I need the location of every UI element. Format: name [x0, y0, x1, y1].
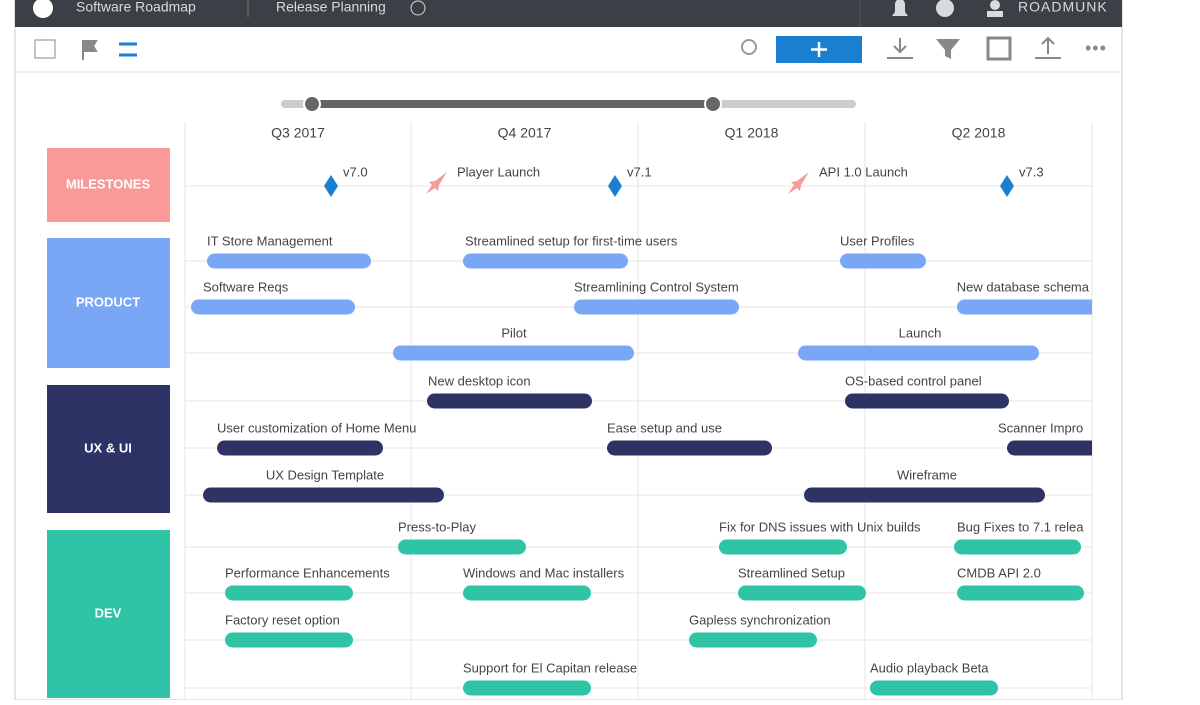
quarter-label: Q4 2017 [498, 125, 552, 141]
app-title[interactable]: Software Roadmap [76, 0, 196, 15]
roadmap-bar[interactable] [719, 539, 847, 555]
milestone-label: v7.0 [343, 164, 368, 179]
range-handle[interactable] [303, 95, 321, 113]
help-icon[interactable] [936, 0, 954, 17]
roadmap-bar[interactable] [845, 393, 1009, 409]
lane-header [47, 148, 170, 222]
quarter-label: Q3 2017 [271, 125, 325, 141]
view-dropdown[interactable] [410, 0, 426, 16]
lane-header [47, 385, 170, 513]
bar-label: Scanner Impro [998, 420, 1083, 435]
milestone-label: API 1.0 Launch [819, 164, 908, 179]
roadmap-bar[interactable] [689, 632, 817, 648]
roadmap-bar[interactable] [217, 440, 383, 456]
download-icon[interactable] [887, 38, 913, 59]
milestone-diamond [1000, 175, 1014, 197]
roadmap-bar[interactable] [191, 299, 355, 315]
bar-label: Audio playback Beta [870, 660, 989, 675]
quarter-label: Q2 2018 [952, 125, 1006, 141]
roadmap-bar[interactable] [463, 253, 628, 269]
bar-label: OS-based control panel [845, 373, 982, 388]
milestone-label: Player Launch [457, 164, 540, 179]
lane-label: DEV [95, 605, 122, 620]
bar-label: Ease setup and use [607, 420, 722, 435]
bar-label: Streamlined setup for first-time users [465, 233, 678, 248]
layout-icon[interactable] [986, 36, 1012, 61]
bar-label: Windows and Mac installers [463, 565, 625, 580]
search-icon[interactable] [741, 39, 757, 55]
user-name[interactable]: ROADMUNK [1018, 0, 1108, 15]
logo [33, 0, 53, 18]
milestone-label: v7.1 [627, 164, 652, 179]
roadmap-bar[interactable] [427, 393, 592, 409]
bar-label: Software Reqs [203, 279, 289, 294]
bar-label: Launch [899, 325, 942, 340]
milestone-rocket [426, 172, 447, 194]
more-icon[interactable]: ••• [1085, 38, 1107, 58]
bar-label: CMDB API 2.0 [957, 565, 1041, 580]
roadmap-bar[interactable] [225, 585, 353, 601]
bar-label: Wireframe [897, 467, 957, 482]
roadmap-bar[interactable] [225, 632, 353, 648]
bar-label: New database schema [957, 279, 1090, 294]
roadmap-bar[interactable] [1007, 440, 1100, 456]
roadmap-bar[interactable] [798, 345, 1039, 361]
bar-label: User Profiles [840, 233, 915, 248]
table-view-icon[interactable] [34, 39, 56, 59]
roadmap-bar[interactable] [954, 539, 1081, 555]
roadmap-bar[interactable] [463, 585, 591, 601]
bar-label: Streamlining Control System [574, 279, 739, 294]
roadmap-bar[interactable] [738, 585, 866, 601]
roadmap-bar[interactable] [207, 253, 371, 269]
bar-label: Factory reset option [225, 612, 340, 627]
milestone-diamond [324, 175, 338, 197]
range-handle[interactable] [704, 95, 722, 113]
notifications-icon[interactable] [892, 0, 908, 16]
lane-header [47, 530, 170, 698]
bar-label: New desktop icon [428, 373, 531, 388]
bar-label: Streamlined Setup [738, 565, 845, 580]
roadmap-bar[interactable] [870, 680, 998, 696]
milestone-rocket [788, 172, 809, 194]
bar-label: UX Design Template [266, 467, 384, 482]
roadmap-bar[interactable] [607, 440, 772, 456]
view-name[interactable]: Release Planning [276, 0, 386, 15]
milestone-label: v7.3 [1019, 164, 1044, 179]
roadmap-bar[interactable] [463, 680, 591, 696]
share-icon[interactable] [1035, 36, 1061, 59]
timeline-view-icon[interactable] [119, 42, 137, 57]
lane-header [47, 238, 170, 368]
bar-label: Press-to-Play [398, 519, 477, 534]
roadmap-bar[interactable] [574, 299, 739, 315]
milestone-view-icon[interactable] [82, 40, 98, 60]
user-icon [987, 11, 1003, 17]
bar-label: User customization of Home Menu [217, 420, 416, 435]
roadmap-bar[interactable] [398, 539, 526, 555]
roadmap-bar[interactable] [957, 299, 1100, 315]
bar-label: IT Store Management [207, 233, 333, 248]
lane-label: PRODUCT [76, 294, 140, 309]
roadmap-bar[interactable] [957, 585, 1084, 601]
user-icon[interactable] [990, 0, 1000, 10]
bar-label: Pilot [501, 325, 527, 340]
timeline-area: v7.0 Player Launch v7.1 API 1.0 Launch v7.3 I… [185, 164, 1100, 696]
filter-icon[interactable] [936, 39, 960, 59]
roadmap-bar[interactable] [203, 487, 444, 503]
lane-label: MILESTONES [66, 176, 151, 191]
bar-label: Bug Fixes to 7.1 relea [957, 519, 1084, 534]
milestone-diamond [608, 175, 622, 197]
roadmap-bar[interactable] [393, 345, 634, 361]
bar-label: Gapless synchronization [689, 612, 831, 627]
add-icon [811, 42, 827, 57]
bar-label: Performance Enhancements [225, 565, 390, 580]
lane-label: UX & UI [84, 440, 132, 455]
bar-label: Fix for DNS issues with Unix builds [719, 519, 921, 534]
roadmap-bar[interactable] [804, 487, 1045, 503]
roadmap-bar[interactable] [840, 253, 926, 269]
quarter-label: Q1 2018 [725, 125, 779, 141]
bar-label: Support for El Capitan release [463, 660, 637, 675]
